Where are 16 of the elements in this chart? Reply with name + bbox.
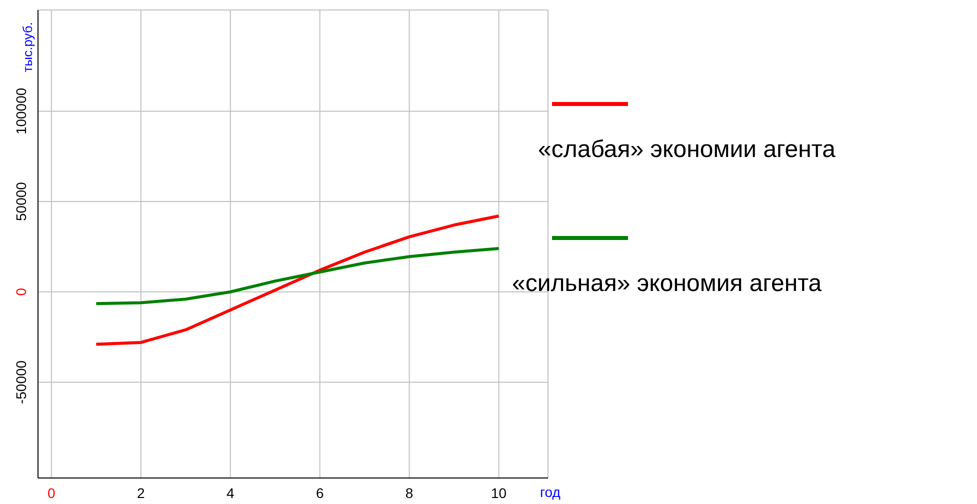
y-tick-label: 100000 <box>13 88 29 135</box>
x-axis-title: год <box>540 484 560 500</box>
y-tick-label: 0 <box>13 288 29 296</box>
x-tick-label: 0 <box>48 485 56 501</box>
line-series <box>94 247 500 306</box>
y-tick-label: -50000 <box>13 360 29 404</box>
x-tick-label: 8 <box>405 485 414 501</box>
line-series <box>94 214 500 346</box>
x-tick-label: 4 <box>226 485 234 501</box>
x-tick-label: 2 <box>136 485 145 501</box>
y-tick-label: 50000 <box>13 182 29 222</box>
x-tick-label: 6 <box>316 485 324 501</box>
x-tick-label: 10 <box>491 485 507 501</box>
y-axis-title: тыс.руб. <box>20 22 35 72</box>
text: «слабая» экономии агента <box>538 136 836 164</box>
series-label: «сильная» экономия агента <box>512 270 823 298</box>
